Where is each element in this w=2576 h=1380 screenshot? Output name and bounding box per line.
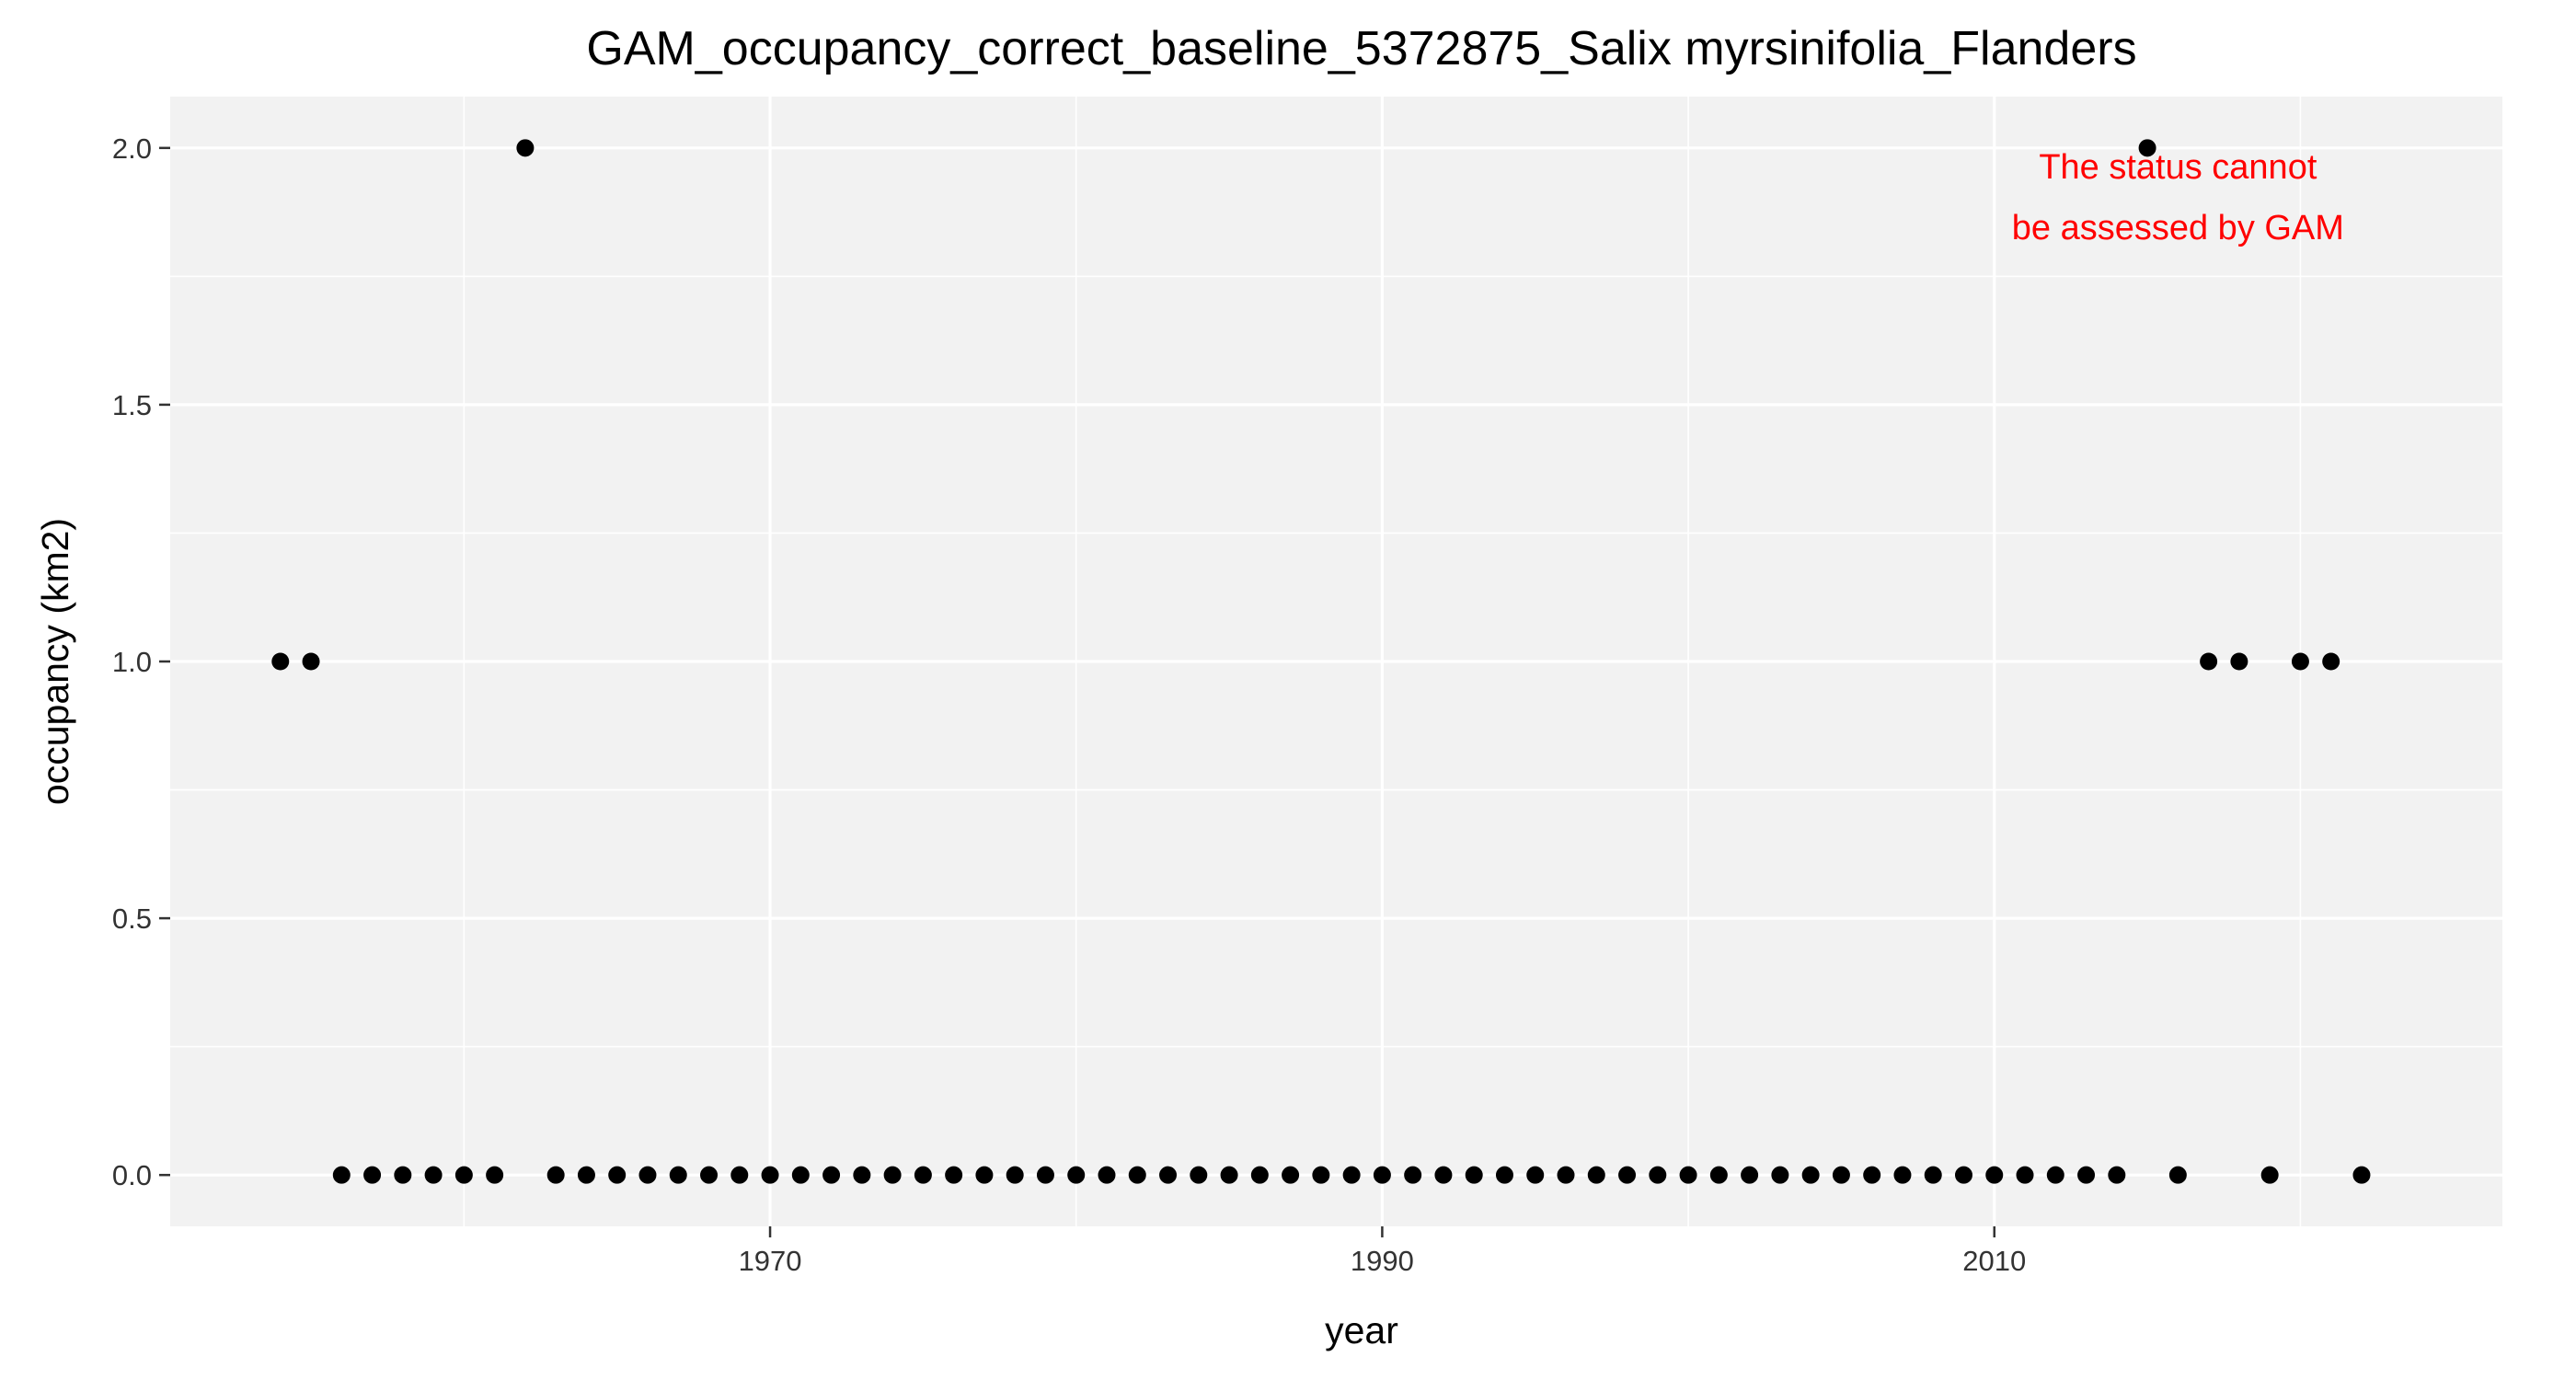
data-point xyxy=(1893,1166,1912,1184)
data-point xyxy=(1036,1166,1054,1184)
data-point xyxy=(1526,1166,1545,1184)
data-point xyxy=(883,1166,902,1184)
data-point xyxy=(700,1166,719,1184)
status-annotation: The status cannot be assessed by GAM xyxy=(2012,148,2344,247)
data-point xyxy=(1006,1166,1024,1184)
data-point xyxy=(1190,1166,1208,1184)
data-point xyxy=(332,1166,351,1184)
data-point xyxy=(2260,1166,2279,1184)
data-point xyxy=(761,1166,779,1184)
data-point xyxy=(454,1166,473,1184)
data-point xyxy=(2291,652,2309,671)
data-point xyxy=(1709,1166,1728,1184)
data-point xyxy=(1587,1166,1605,1184)
x-tick-label: 1970 xyxy=(739,1245,802,1277)
data-point xyxy=(669,1166,687,1184)
annotation-line-1: The status cannot xyxy=(2039,148,2317,187)
data-point xyxy=(1404,1166,1422,1184)
data-point xyxy=(394,1166,412,1184)
data-point xyxy=(2138,139,2156,157)
y-tick-label: 0.5 xyxy=(112,903,152,935)
data-point xyxy=(914,1166,932,1184)
data-point xyxy=(1801,1166,1820,1184)
y-tick-label: 1.5 xyxy=(112,389,152,421)
data-point xyxy=(945,1166,963,1184)
data-point xyxy=(1741,1166,1759,1184)
data-point xyxy=(271,652,290,671)
data-point xyxy=(1159,1166,1178,1184)
data-point xyxy=(2108,1166,2126,1184)
data-point xyxy=(2016,1166,2034,1184)
data-point xyxy=(2046,1166,2064,1184)
data-point xyxy=(1985,1166,2004,1184)
data-point xyxy=(1679,1166,1697,1184)
data-point xyxy=(1250,1166,1269,1184)
data-point xyxy=(791,1166,810,1184)
data-point xyxy=(546,1166,565,1184)
data-point xyxy=(1649,1166,1667,1184)
data-point xyxy=(1495,1166,1513,1184)
chart-title: GAM_occupancy_correct_baseline_5372875_S… xyxy=(586,22,2136,75)
annotation-line-2: be assessed by GAM xyxy=(2012,209,2344,247)
y-tick-label: 1.0 xyxy=(112,646,152,678)
data-point xyxy=(1954,1166,1972,1184)
data-point xyxy=(2230,652,2248,671)
data-point xyxy=(363,1166,382,1184)
data-point xyxy=(1128,1166,1146,1184)
data-point xyxy=(608,1166,627,1184)
y-tick-label: 0.0 xyxy=(112,1159,152,1191)
data-point xyxy=(2352,1166,2371,1184)
data-point xyxy=(302,652,320,671)
data-point xyxy=(2168,1166,2187,1184)
x-axis-title: year xyxy=(1325,1309,1398,1351)
data-point xyxy=(638,1166,657,1184)
data-point xyxy=(1312,1166,1330,1184)
data-point xyxy=(1098,1166,1116,1184)
y-axis: 0.0 0.5 1.0 1.5 2.0 xyxy=(112,132,170,1191)
data-point xyxy=(1863,1166,1881,1184)
data-point xyxy=(1282,1166,1300,1184)
data-point xyxy=(1924,1166,1942,1184)
data-point xyxy=(486,1166,504,1184)
data-point xyxy=(1434,1166,1453,1184)
data-point xyxy=(1618,1166,1637,1184)
x-tick-label: 1990 xyxy=(1351,1245,1414,1277)
data-point xyxy=(1373,1166,1391,1184)
data-point xyxy=(2200,652,2218,671)
x-axis: 1970 1990 2010 xyxy=(739,1226,2026,1277)
data-point xyxy=(1342,1166,1361,1184)
data-point xyxy=(1067,1166,1086,1184)
data-point xyxy=(516,139,535,157)
y-tick-label: 2.0 xyxy=(112,132,152,165)
data-point xyxy=(730,1166,749,1184)
data-point xyxy=(577,1166,595,1184)
data-point xyxy=(1771,1166,1789,1184)
data-points xyxy=(271,139,2371,1184)
data-point xyxy=(1832,1166,1850,1184)
x-tick-label: 2010 xyxy=(1962,1245,2026,1277)
data-point xyxy=(853,1166,871,1184)
data-point xyxy=(822,1166,841,1184)
data-point xyxy=(424,1166,443,1184)
data-point xyxy=(1220,1166,1238,1184)
data-point xyxy=(2322,652,2340,671)
y-axis-title: occupancy (km2) xyxy=(34,518,76,805)
data-point xyxy=(1465,1166,1483,1184)
data-point xyxy=(2077,1166,2096,1184)
data-point xyxy=(1557,1166,1575,1184)
data-point xyxy=(975,1166,994,1184)
